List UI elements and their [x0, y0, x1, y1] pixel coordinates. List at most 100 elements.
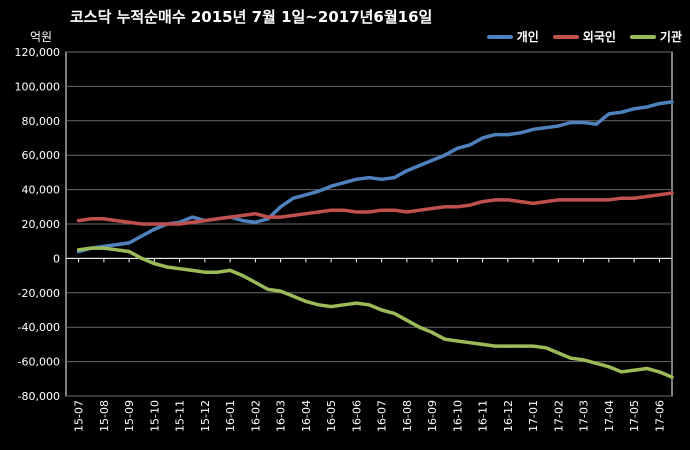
- data-point-0: [594, 122, 598, 126]
- data-point-2: [544, 346, 548, 350]
- x-tick-label: 16-08: [401, 400, 414, 432]
- data-point-1: [632, 196, 636, 200]
- y-tick-label: 0: [53, 252, 60, 265]
- data-point-0: [342, 181, 346, 185]
- data-point-2: [241, 274, 245, 278]
- data-point-1: [367, 210, 371, 214]
- data-point-2: [582, 358, 586, 362]
- data-point-2: [304, 299, 308, 303]
- x-tick-label: 15-09: [123, 400, 136, 432]
- data-point-2: [127, 249, 131, 254]
- x-tick-label: 16-09: [426, 400, 439, 432]
- data-point-2: [645, 366, 649, 371]
- x-tick-label: 15-08: [98, 400, 111, 432]
- data-point-1: [619, 196, 624, 200]
- data-point-2: [77, 248, 81, 252]
- data-point-2: [228, 268, 232, 273]
- data-point-0: [582, 120, 586, 125]
- data-point-1: [518, 200, 523, 204]
- y-tick-label: 100,000: [15, 80, 61, 93]
- data-point-1: [544, 200, 548, 204]
- data-point-0: [127, 241, 131, 245]
- x-tick-label: 16-05: [325, 400, 338, 432]
- data-point-0: [253, 220, 257, 224]
- data-point-1: [468, 203, 472, 207]
- data-point-2: [190, 268, 194, 273]
- x-tick-label: 16-07: [376, 400, 389, 432]
- data-point-2: [380, 308, 384, 312]
- data-point-2: [178, 267, 182, 271]
- x-tick-label: 17-03: [578, 400, 591, 432]
- data-point-1: [657, 193, 661, 197]
- data-point-1: [531, 201, 535, 205]
- data-point-0: [316, 189, 321, 193]
- legend-item-individual: 개인: [486, 28, 539, 45]
- data-point-0: [279, 205, 283, 209]
- data-point-0: [367, 175, 371, 180]
- data-point-0: [291, 196, 295, 200]
- data-point-2: [279, 289, 283, 293]
- data-point-0: [354, 177, 358, 181]
- data-point-1: [102, 217, 106, 221]
- data-point-2: [152, 261, 156, 266]
- data-point-1: [582, 198, 586, 202]
- data-point-0: [405, 169, 409, 173]
- data-point-1: [569, 198, 573, 202]
- legend-item-foreign: 외국인: [552, 28, 616, 45]
- data-point-1: [279, 215, 283, 219]
- data-point-2: [266, 287, 270, 291]
- data-point-2: [215, 270, 220, 274]
- data-point-0: [518, 131, 523, 135]
- x-tick-label: 17-06: [653, 400, 666, 432]
- data-point-0: [493, 132, 497, 137]
- legend-item-institution: 기관: [629, 28, 682, 45]
- data-point-2: [165, 265, 169, 269]
- x-tick-label: 16-04: [300, 400, 313, 432]
- data-point-0: [152, 227, 156, 231]
- data-point-1: [127, 220, 131, 224]
- data-point-1: [342, 208, 346, 212]
- x-tick-label: 17-01: [527, 400, 540, 432]
- series-line-2: [76, 246, 674, 379]
- data-point-2: [405, 318, 409, 322]
- x-tick-label: 17-04: [603, 400, 616, 432]
- data-point-2: [455, 339, 459, 343]
- data-point-2: [443, 337, 447, 341]
- data-point-0: [304, 193, 308, 197]
- legend-label-individual: 개인: [516, 30, 539, 44]
- data-point-1: [266, 215, 270, 219]
- y-tick-label: -60,000: [18, 356, 60, 369]
- x-tick-label: 16-11: [477, 400, 490, 432]
- data-point-0: [544, 126, 548, 130]
- data-point-1: [493, 198, 497, 202]
- data-point-2: [316, 303, 321, 307]
- data-point-2: [670, 375, 674, 379]
- data-point-2: [632, 368, 636, 372]
- data-point-2: [481, 342, 485, 346]
- data-point-1: [316, 210, 321, 214]
- data-point-1: [253, 212, 257, 216]
- data-point-1: [392, 208, 396, 212]
- data-point-2: [594, 361, 598, 365]
- data-point-0: [657, 102, 661, 106]
- data-point-2: [354, 301, 358, 305]
- data-point-1: [443, 205, 447, 209]
- chart-title: 코스닥 누적순매수 2015년 7월 1일~2017년6월16일: [70, 8, 433, 26]
- data-point-1: [506, 198, 510, 202]
- series-line-1: [76, 191, 674, 226]
- data-point-2: [253, 280, 257, 285]
- data-point-1: [291, 213, 295, 217]
- data-point-1: [556, 198, 560, 202]
- x-tick-label: 16-01: [224, 400, 237, 432]
- data-point-1: [241, 213, 245, 217]
- data-point-1: [455, 205, 459, 209]
- x-tick-label: 15-07: [73, 400, 86, 432]
- data-point-0: [556, 124, 560, 128]
- data-point-0: [455, 146, 459, 150]
- data-point-1: [304, 212, 308, 216]
- data-point-2: [140, 256, 144, 260]
- y-tick-label: -80,000: [18, 390, 60, 403]
- x-tick-label: 15-12: [199, 400, 212, 432]
- y-tick-label: 20,000: [22, 218, 61, 231]
- data-point-2: [392, 311, 396, 316]
